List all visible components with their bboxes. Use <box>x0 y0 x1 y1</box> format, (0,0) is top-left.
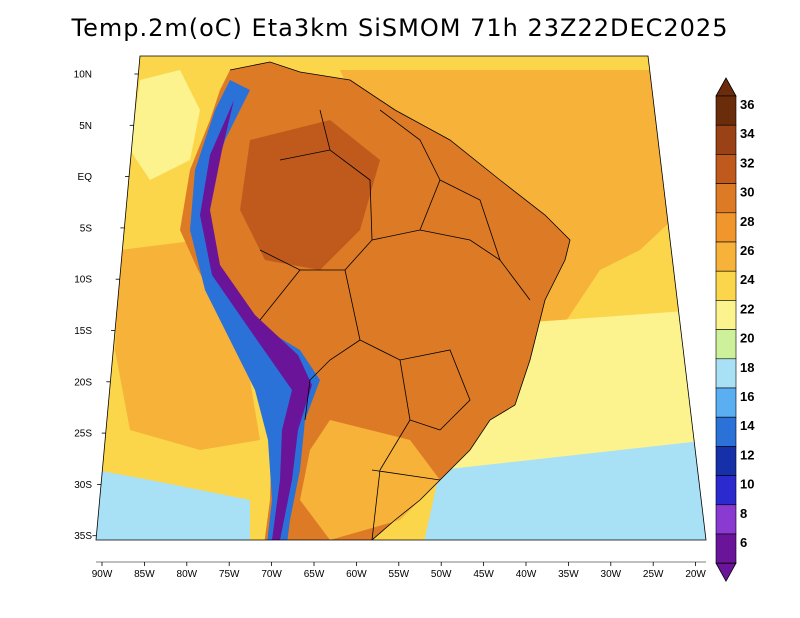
colorbar-swatch <box>715 124 737 155</box>
lon-label: 70W <box>261 569 282 580</box>
colorbar-swatch <box>715 416 737 447</box>
lon-label: 60W <box>346 569 367 580</box>
colorbar-swatch <box>715 387 737 418</box>
lat-label: 35S <box>74 531 92 542</box>
colorbar-swatch <box>715 358 737 389</box>
andes-high-cold <box>200 100 312 540</box>
colorbar-label: 36 <box>740 97 754 112</box>
lat-label: 10S <box>74 275 92 286</box>
colorbar-swatch <box>715 241 737 272</box>
lat-label: 30S <box>74 480 92 491</box>
colorbar-swatch <box>715 270 737 301</box>
longitude-axis: 90W 85W 80W 75W 70W 65W 60W 55W 50W 45W 40W 35W 30W 2… <box>92 561 706 580</box>
south-cooler-land <box>300 420 440 540</box>
map-domain <box>96 56 706 540</box>
colorbar-swatch <box>715 154 737 184</box>
colorbar-label: 32 <box>740 155 754 170</box>
lon-label: 50W <box>431 569 452 580</box>
colorbar-swatch <box>715 504 737 535</box>
lat-label: 20S <box>74 377 92 388</box>
colorbar-label: 10 <box>740 477 754 492</box>
colorbar-top-arrow <box>715 77 737 97</box>
colorbar-label: 24 <box>740 272 755 287</box>
colorbar-label: 16 <box>740 389 754 404</box>
colorbar-label: 34 <box>740 126 755 141</box>
lat-label: 25S <box>74 429 92 440</box>
colorbar-label: 12 <box>740 447 754 462</box>
lat-label: 10N <box>74 70 92 81</box>
lon-label: 80W <box>177 569 198 580</box>
lon-label: 65W <box>304 569 325 580</box>
map-frame <box>95 55 707 541</box>
colorbar-label: 26 <box>740 243 754 258</box>
lon-label: 25W <box>643 569 664 580</box>
colorbar-swatch <box>715 212 737 243</box>
colorbar-label: 14 <box>740 418 755 433</box>
colorbar: 36 34 32 30 28 26 24 22 20 18 16 14 12 10 8 6 <box>715 77 755 583</box>
cool-pacific-north <box>130 70 200 180</box>
lon-label: 85W <box>134 569 155 580</box>
colorbar-label: 22 <box>740 301 754 316</box>
colorbar-label: 6 <box>740 535 747 550</box>
latitude-axis: 10N 5N EQ 5S 10S 15S 20S 25S 30S 35S <box>74 70 139 542</box>
colorbar-swatch <box>715 300 737 330</box>
lon-label: 35W <box>558 569 579 580</box>
lat-label: EQ <box>78 172 93 183</box>
colorbar-label: 8 <box>740 506 747 521</box>
colorbar-swatch <box>715 475 737 506</box>
colorbar-bottom-arrow <box>715 562 737 583</box>
map-title: Temp.2m(oC) Eta3km SiSMOM 71h 23Z22DEC20… <box>71 14 729 42</box>
lat-label: 15S <box>74 326 92 337</box>
colorbar-swatch <box>715 533 737 564</box>
colorbar-label: 30 <box>740 185 754 200</box>
lat-label: 5S <box>80 223 93 234</box>
lon-label: 40W <box>516 569 537 580</box>
colorbar-swatch <box>715 95 737 126</box>
amazon-hot-core <box>240 120 380 270</box>
lon-label: 90W <box>92 569 113 580</box>
lon-label: 20W <box>685 569 706 580</box>
colorbar-label: 20 <box>740 331 754 346</box>
colorbar-label: 28 <box>740 214 754 229</box>
cold-south-pacific <box>96 470 250 540</box>
country-borders <box>229 61 571 540</box>
lon-label: 45W <box>473 569 494 580</box>
lon-label: 75W <box>219 569 240 580</box>
lon-label: 55W <box>389 569 410 580</box>
colorbar-label: 18 <box>740 360 754 375</box>
lon-label: 30W <box>601 569 622 580</box>
lat-label: 5N <box>79 121 92 132</box>
colorbar-swatch <box>715 183 737 214</box>
colorbar-swatch <box>715 446 737 476</box>
colorbar-swatch <box>715 329 737 360</box>
